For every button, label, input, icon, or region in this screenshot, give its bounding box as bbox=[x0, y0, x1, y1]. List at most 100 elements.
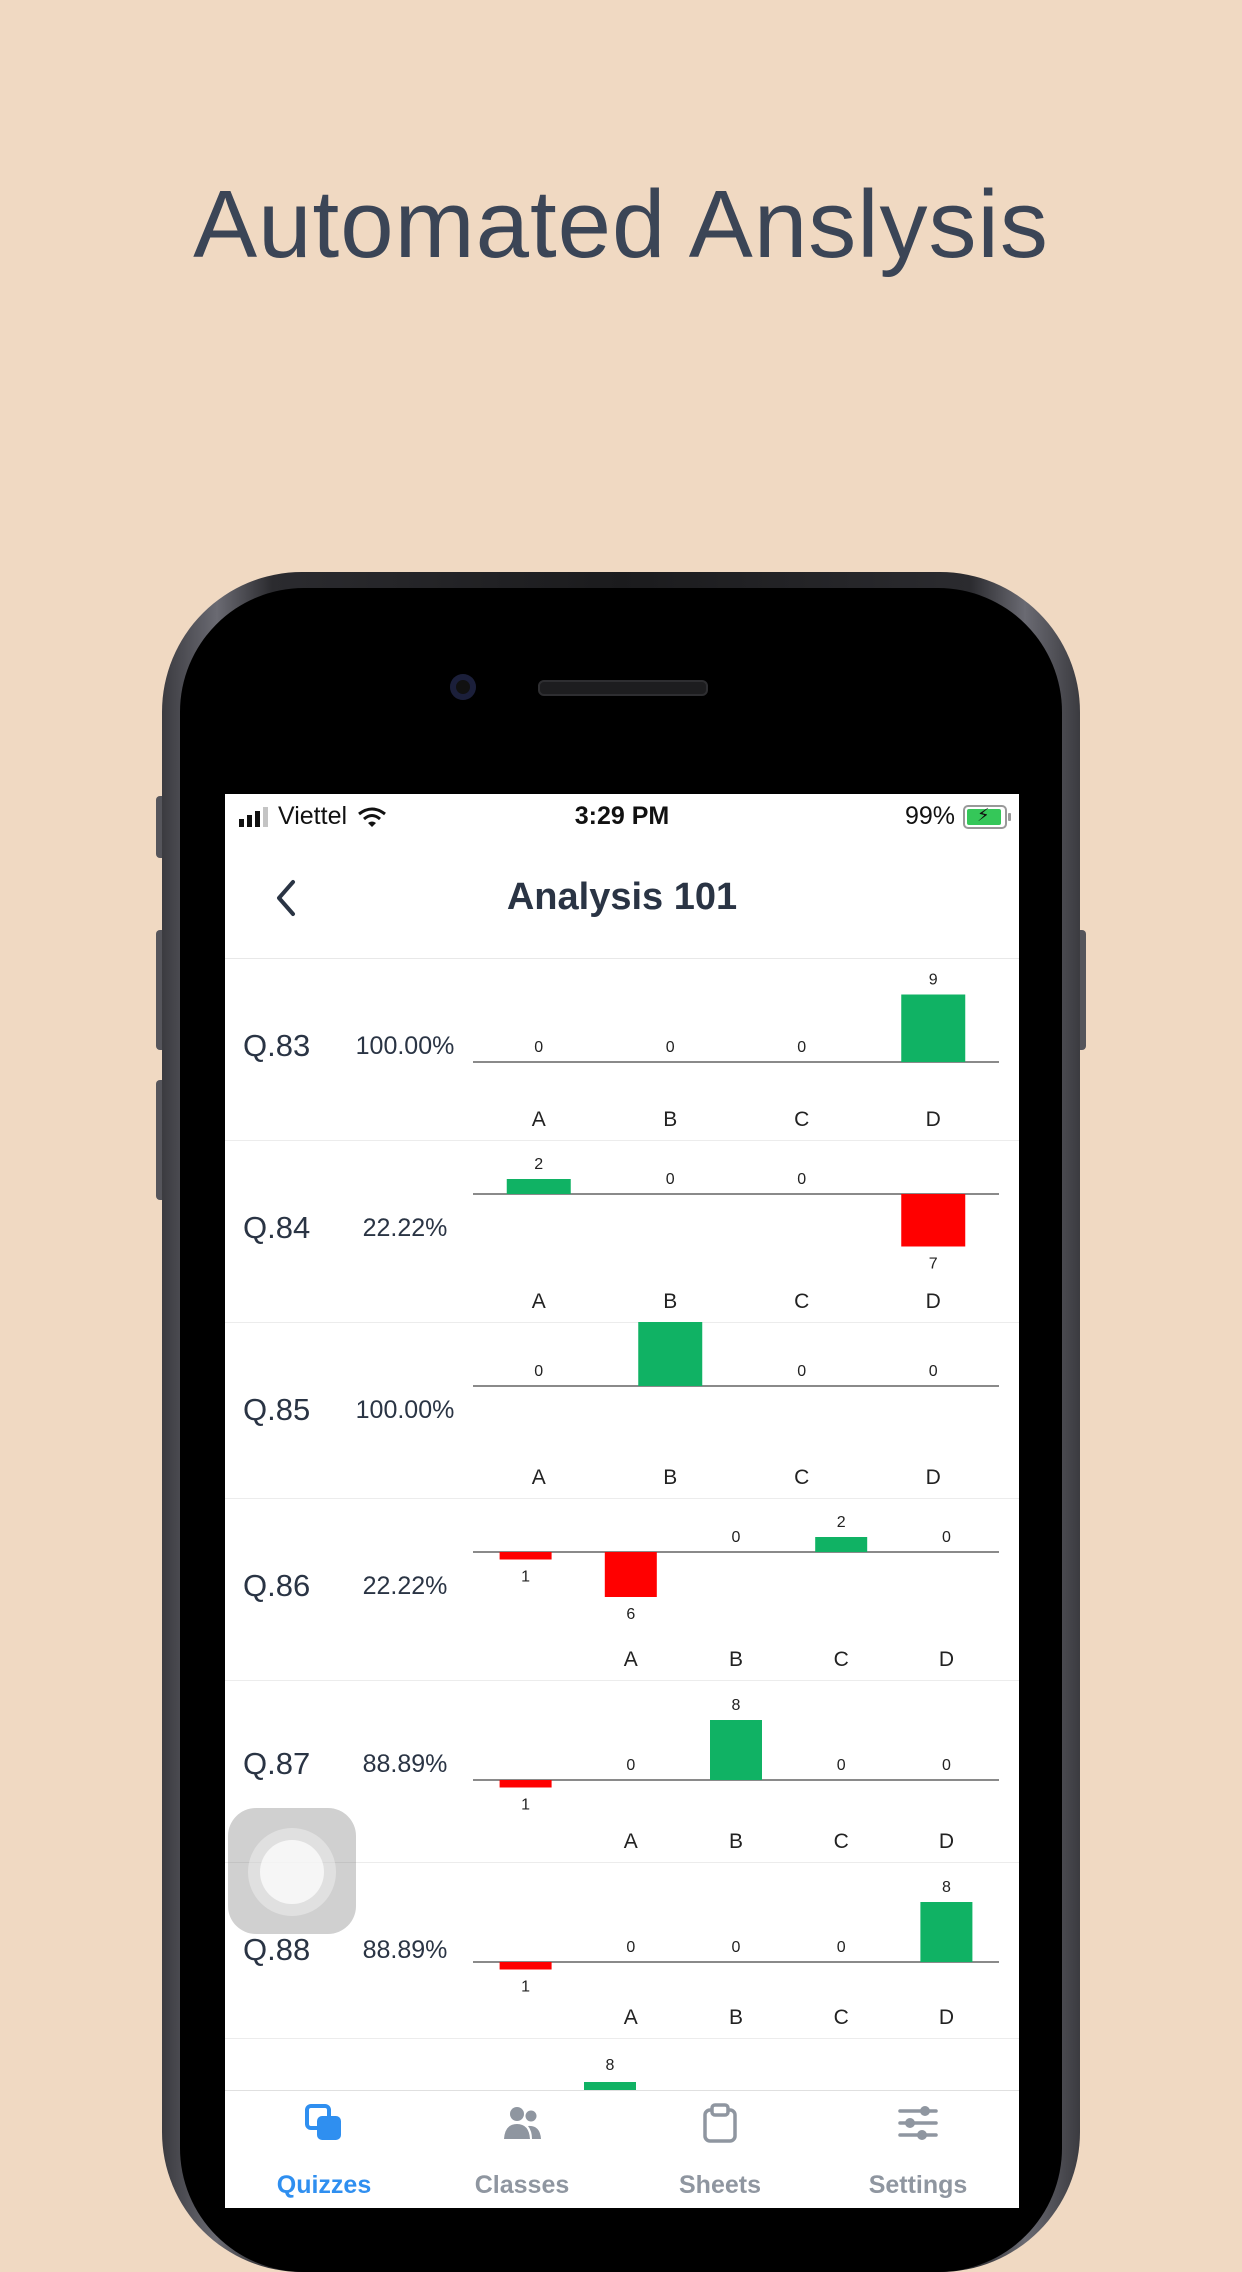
bar-value-label: 0 bbox=[626, 1939, 635, 1956]
headline: Automated Anslysis bbox=[193, 171, 1049, 278]
option-label: B bbox=[663, 1290, 677, 1313]
answer-distribution-chart: 1 6 A 0 B 2 C 0 D bbox=[473, 1514, 999, 1671]
option-label: D bbox=[926, 1290, 941, 1313]
question-percent: 88.89% bbox=[362, 1750, 448, 1778]
bar-value-label: 0 bbox=[837, 1939, 846, 1956]
question-percent: 22.22% bbox=[362, 1572, 448, 1600]
quizzes-icon bbox=[305, 2104, 341, 2140]
option-label: A bbox=[532, 1466, 546, 1489]
classes-icon bbox=[504, 2107, 541, 2139]
bar-value-label: 0 bbox=[732, 1939, 741, 1956]
question-label: Q.84 bbox=[243, 1210, 311, 1245]
bar-value-label: 0 bbox=[929, 1363, 938, 1380]
carrier-label: Viettel bbox=[278, 802, 348, 830]
option-label: A bbox=[624, 2006, 638, 2029]
speaker-grille bbox=[538, 680, 708, 696]
bar-value-label: 0 bbox=[797, 1363, 806, 1380]
bar-response bbox=[499, 1962, 552, 1970]
back-chevron-icon[interactable] bbox=[269, 876, 305, 920]
question-label: Q.87 bbox=[243, 1746, 311, 1781]
answer-distribution-chart: 0A9B0C0D bbox=[473, 1322, 999, 1489]
status-bar: Viettel 3:29 PM 99% ⚡ bbox=[225, 794, 1019, 840]
question-row[interactable]: Q.83 100.00% 0 A 0 B 0 C 9 D bbox=[225, 958, 1019, 1141]
option-label: A bbox=[624, 1648, 638, 1671]
bar-value-label: 1 bbox=[521, 1979, 530, 1996]
option-label: C bbox=[834, 2006, 849, 2029]
question-label: Q.83 bbox=[243, 1028, 311, 1063]
bar-value-label: 0 bbox=[666, 1039, 675, 1056]
bar-value-label: 9 bbox=[929, 972, 938, 989]
bar-value-label: 1 bbox=[521, 1797, 530, 1814]
bar-value-label: 8 bbox=[942, 1879, 951, 1896]
bar-correct bbox=[920, 1902, 973, 1962]
bar-value-label: 0 bbox=[837, 1757, 846, 1774]
bar-correct bbox=[815, 1537, 868, 1552]
answer-distribution-chart: 1 0 A 0 B 0 C 8 D bbox=[473, 1879, 999, 2029]
option-label: C bbox=[794, 1290, 809, 1313]
bar-correct bbox=[710, 1720, 762, 1780]
option-label: D bbox=[939, 1648, 954, 1671]
tab-label: Sheets bbox=[679, 2171, 761, 2199]
bar-value-label: 8 bbox=[606, 2057, 615, 2074]
question-label: Q.86 bbox=[243, 1568, 311, 1603]
tab-settings[interactable]: Settings bbox=[819, 2091, 1017, 2208]
tab-label: Classes bbox=[474, 2171, 570, 2199]
wifi-icon bbox=[358, 807, 386, 827]
nav-bar: Analysis 101 bbox=[225, 840, 1019, 959]
question-row[interactable]: Q.87 88.89% 1 0 A 8 B 0 C 0 D bbox=[225, 1680, 1019, 1863]
app-screen: Viettel 3:29 PM 99% ⚡ Analysis 101 Q.83 1… bbox=[225, 794, 1019, 2208]
tab-label: Settings bbox=[868, 2171, 968, 2199]
answer-distribution-chart: 2 A 0 B 0 C 7 D bbox=[473, 1156, 999, 1313]
question-row[interactable]: Q.84 22.22% 2 A 0 B 0 C 7 D bbox=[225, 1140, 1019, 1323]
answer-distribution-chart: 8 bbox=[584, 2057, 636, 2098]
bar-value-label: 0 bbox=[732, 1529, 741, 1546]
tab-bar: Quizzes Classes Sheets bbox=[225, 2090, 1019, 2208]
bar-value-label: 6 bbox=[626, 1606, 635, 1623]
bar-value-label: 0 bbox=[942, 1529, 951, 1546]
answer-distribution-chart: 1 0 A 8 B 0 C 0 D bbox=[473, 1697, 999, 1853]
option-label: D bbox=[926, 1466, 941, 1489]
question-percent: 100.00% bbox=[355, 1032, 455, 1060]
settings-icon bbox=[898, 2106, 938, 2140]
option-label: B bbox=[663, 1466, 677, 1489]
assistive-touch-button[interactable] bbox=[228, 1808, 356, 1934]
page-title: Analysis 101 bbox=[506, 876, 738, 918]
tab-classes[interactable]: Classes bbox=[423, 2091, 621, 2208]
sheets-icon bbox=[703, 2103, 737, 2143]
mute-switch bbox=[156, 796, 166, 858]
camera-icon bbox=[450, 674, 476, 700]
question-label: Q.88 bbox=[243, 1932, 311, 1967]
battery-percent: 99% bbox=[904, 802, 955, 830]
signal-icon bbox=[239, 806, 268, 827]
volume-up-button bbox=[156, 930, 166, 1050]
bar-value-label: 0 bbox=[797, 1039, 806, 1056]
power-button bbox=[1076, 930, 1086, 1050]
option-label: A bbox=[532, 1290, 546, 1313]
option-label: A bbox=[532, 1108, 546, 1131]
tab-sheets[interactable]: Sheets bbox=[621, 2091, 819, 2208]
bar-value-label: 2 bbox=[837, 1514, 846, 1531]
question-row[interactable]: Q.86 22.22% 1 6 A 0 B 2 C 0 D bbox=[225, 1498, 1019, 1681]
clock: 3:29 PM bbox=[574, 802, 670, 830]
bar-value-label: 8 bbox=[732, 1697, 741, 1714]
question-row[interactable]: Q.88 88.89% 1 0 A 0 B 0 C 8 D bbox=[225, 1862, 1019, 2039]
bar-value-label: 1 bbox=[521, 1569, 530, 1586]
option-label: B bbox=[729, 1830, 743, 1853]
option-label: C bbox=[794, 1108, 809, 1131]
option-label: D bbox=[939, 2006, 954, 2029]
question-label: Q.85 bbox=[243, 1392, 311, 1427]
bar-value-label: 0 bbox=[942, 1757, 951, 1774]
question-percent: 100.00% bbox=[355, 1396, 455, 1424]
bar-response bbox=[604, 1552, 657, 1597]
question-row-partial: 8 bbox=[225, 2038, 1019, 2098]
option-label: B bbox=[729, 2006, 743, 2029]
option-label: D bbox=[926, 1108, 941, 1131]
answer-distribution-chart: 0 A 0 B 0 C 9 D bbox=[473, 972, 999, 1131]
volume-down-button bbox=[156, 1080, 166, 1200]
tab-quizzes[interactable]: Quizzes bbox=[225, 2091, 423, 2208]
bar-value-label: 2 bbox=[534, 1156, 543, 1173]
question-percent: 22.22% bbox=[362, 1214, 448, 1242]
tab-label: Quizzes bbox=[276, 2171, 372, 2199]
option-label: D bbox=[939, 1830, 954, 1853]
